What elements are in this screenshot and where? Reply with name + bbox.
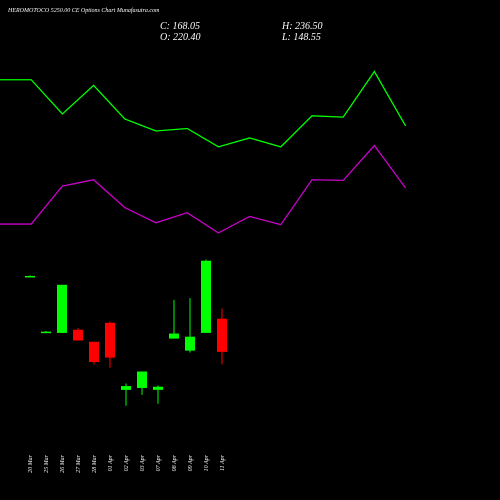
candle-body <box>121 386 131 390</box>
x-tick-label: 20 Mar <box>28 454 34 472</box>
x-tick-label: 11 Apr <box>220 454 226 471</box>
candle-body <box>89 341 99 363</box>
ohlc-close: C: 168.05 <box>160 21 200 32</box>
candle-body <box>153 386 163 390</box>
x-tick-label: 28 Mar <box>92 454 98 472</box>
x-tick-label: 10 Apr <box>204 454 210 471</box>
ohlc-low: L: 148.55 <box>281 32 321 43</box>
x-tick-label: 25 Mar <box>44 454 50 472</box>
candle-body <box>25 275 35 278</box>
candle-body <box>57 284 67 333</box>
candle-body <box>185 336 195 351</box>
x-tick-label: 26 Mar <box>60 454 66 472</box>
candle-body <box>217 318 227 352</box>
candle-body <box>137 371 147 388</box>
ohlc-open: O: 220.40 <box>160 32 201 43</box>
candle-body <box>201 260 211 333</box>
ohlc-high: H: 236.50 <box>281 21 323 32</box>
indicator-line <box>0 144 407 234</box>
candle-body <box>41 331 51 334</box>
x-tick-label: 27 Mar <box>76 454 82 472</box>
x-tick-label: 02 Apr <box>124 454 130 471</box>
chart-title: HEROMOTOCO 5250.00 CE Options Chart Muna… <box>7 7 160 14</box>
candle-body <box>105 322 115 358</box>
x-tick-label: 07 Apr <box>156 454 162 471</box>
x-tick-label: 03 Apr <box>140 454 146 471</box>
indicator-line <box>0 70 407 148</box>
x-tick-label: 01 Apr <box>108 454 114 471</box>
x-tick-label: 08 Apr <box>172 454 178 471</box>
candle-body <box>169 333 179 339</box>
candle-body <box>73 329 83 341</box>
x-tick-label: 09 Apr <box>188 454 194 471</box>
